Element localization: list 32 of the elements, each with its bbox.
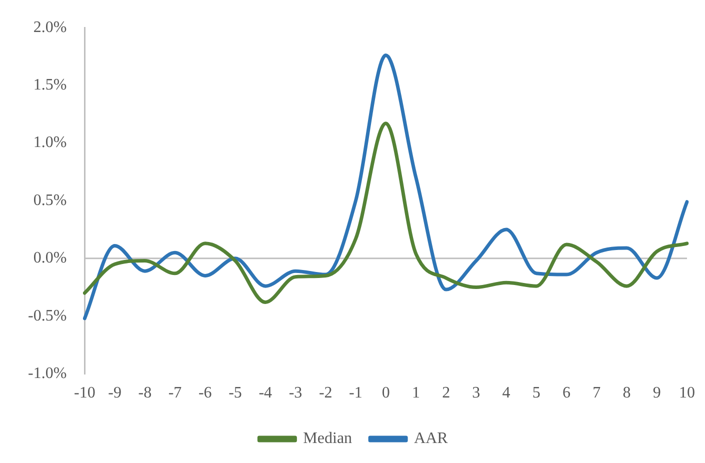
x-tick-label: -8 — [138, 384, 152, 402]
y-tick-label: 1.5% — [33, 76, 67, 94]
y-tick-label: 0.0% — [33, 250, 67, 267]
y-tick-label: 1.0% — [33, 134, 67, 152]
y-tick-label: -1.0% — [28, 365, 67, 382]
x-tick-label: 7 — [592, 384, 601, 402]
x-tick-label: 2 — [442, 384, 450, 402]
x-tick-label: 6 — [562, 384, 571, 402]
x-tick-label: -6 — [198, 384, 212, 402]
x-tick-label: -2 — [318, 384, 332, 402]
y-tick-label: 2.0% — [33, 18, 67, 36]
x-tick-label: 9 — [652, 384, 661, 402]
x-tick-label: -3 — [288, 384, 302, 402]
x-tick-label: -10 — [74, 384, 96, 402]
x-tick-label: -1 — [349, 384, 362, 402]
x-tick-label: -5 — [228, 384, 242, 402]
legend-label: AAR — [414, 430, 448, 448]
y-tick-label: 0.5% — [33, 192, 67, 209]
legend-label: Median — [303, 430, 352, 448]
x-tick-label: 1 — [412, 384, 420, 402]
x-tick-label: -4 — [258, 384, 272, 402]
line-series — [82, 54, 689, 320]
x-tick-label: 4 — [502, 384, 510, 402]
y-tick-label: -0.5% — [28, 307, 67, 324]
x-tick-label: -7 — [168, 384, 182, 402]
x-tick-label: 10 — [679, 384, 695, 402]
x-tick-label: 3 — [472, 384, 480, 402]
x-tick-label: 8 — [622, 384, 631, 402]
x-tick-label: 5 — [532, 384, 540, 402]
x-tick-label: 0 — [382, 384, 390, 402]
line-series — [82, 122, 689, 304]
x-tick-label: -9 — [108, 384, 122, 402]
